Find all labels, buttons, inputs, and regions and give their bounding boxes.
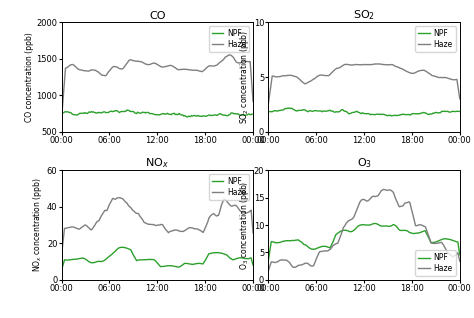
Haze (301, 262, 307, 266)
NPF (443, 110, 448, 114)
Haze (59, 116, 64, 120)
NPF (442, 237, 447, 241)
NPF (110, 110, 116, 114)
NPF (273, 109, 279, 113)
NPF (448, 238, 454, 242)
Haze (273, 260, 279, 264)
Line: Haze: Haze (62, 198, 253, 254)
Title: NO$_x$: NO$_x$ (146, 156, 169, 170)
NPF (250, 263, 256, 267)
Haze (457, 259, 463, 263)
Legend: NPF, Haze: NPF, Haze (415, 250, 456, 276)
NPF (457, 253, 463, 257)
Line: NPF: NPF (62, 110, 253, 117)
NPF (94, 260, 100, 264)
NPF (457, 110, 463, 114)
Haze (317, 73, 322, 77)
Haze (273, 75, 279, 79)
Haze (317, 250, 322, 254)
NPF (302, 108, 308, 112)
NPF (277, 109, 283, 113)
NPF (389, 114, 394, 118)
NPF (287, 106, 292, 110)
Line: Haze: Haze (62, 55, 253, 118)
Line: NPF: NPF (268, 224, 460, 260)
Haze (59, 252, 64, 256)
NPF (124, 108, 130, 112)
Line: NPF: NPF (268, 108, 460, 116)
Haze (66, 64, 72, 68)
NPF (70, 258, 76, 261)
Line: NPF: NPF (62, 247, 253, 270)
Haze (301, 81, 307, 85)
Haze (66, 225, 72, 229)
NPF (118, 245, 124, 249)
NPF (273, 241, 279, 245)
Legend: NPF, Haze: NPF, Haze (209, 174, 249, 200)
Haze (442, 76, 447, 80)
NPF (59, 268, 64, 272)
NPF (185, 115, 191, 119)
NPF (250, 112, 256, 116)
Haze (457, 97, 463, 101)
NPF (318, 109, 323, 113)
Haze (116, 196, 121, 200)
Haze (94, 69, 100, 73)
NPF (317, 245, 322, 249)
NPF (265, 259, 271, 262)
Legend: NPF, Haze: NPF, Haze (415, 26, 456, 52)
Haze (226, 53, 232, 57)
Y-axis label: O$_3$ concentration (ppb): O$_3$ concentration (ppb) (238, 180, 251, 270)
Y-axis label: NO$_x$ concentration (ppb): NO$_x$ concentration (ppb) (31, 178, 44, 273)
Legend: NPF, Haze: NPF, Haze (209, 26, 249, 52)
Title: CO: CO (149, 11, 165, 22)
Haze (277, 258, 283, 262)
NPF (59, 111, 64, 114)
NPF (235, 256, 240, 260)
NPF (94, 111, 100, 115)
Haze (442, 245, 447, 249)
Y-axis label: CO concentration (ppb): CO concentration (ppb) (25, 32, 34, 122)
Haze (376, 62, 382, 66)
Line: Haze: Haze (268, 190, 460, 271)
NPF (243, 113, 248, 117)
Haze (70, 63, 76, 67)
Haze (235, 205, 240, 209)
Haze (242, 59, 247, 63)
NPF (110, 252, 116, 256)
Haze (448, 253, 454, 257)
NPF (242, 257, 247, 260)
Title: SO$_2$: SO$_2$ (353, 9, 375, 22)
Haze (250, 100, 256, 103)
Line: Haze: Haze (268, 64, 460, 104)
NPF (66, 111, 72, 114)
Haze (70, 225, 76, 229)
Haze (277, 75, 283, 79)
Haze (235, 61, 240, 65)
Haze (250, 231, 256, 235)
Haze (265, 102, 271, 106)
Haze (381, 188, 387, 191)
NPF (301, 243, 307, 246)
Title: O$_3$: O$_3$ (356, 156, 372, 170)
Haze (448, 77, 454, 81)
NPF (70, 113, 76, 116)
Haze (94, 220, 100, 224)
NPF (277, 240, 283, 244)
Y-axis label: SO$_2$ concentration (ppb): SO$_2$ concentration (ppb) (238, 30, 251, 124)
NPF (265, 110, 271, 114)
NPF (372, 222, 378, 225)
NPF (66, 258, 72, 262)
Haze (242, 211, 247, 214)
NPF (449, 109, 455, 113)
NPF (236, 113, 241, 116)
Haze (265, 269, 271, 273)
Haze (110, 65, 116, 69)
Haze (110, 197, 116, 200)
